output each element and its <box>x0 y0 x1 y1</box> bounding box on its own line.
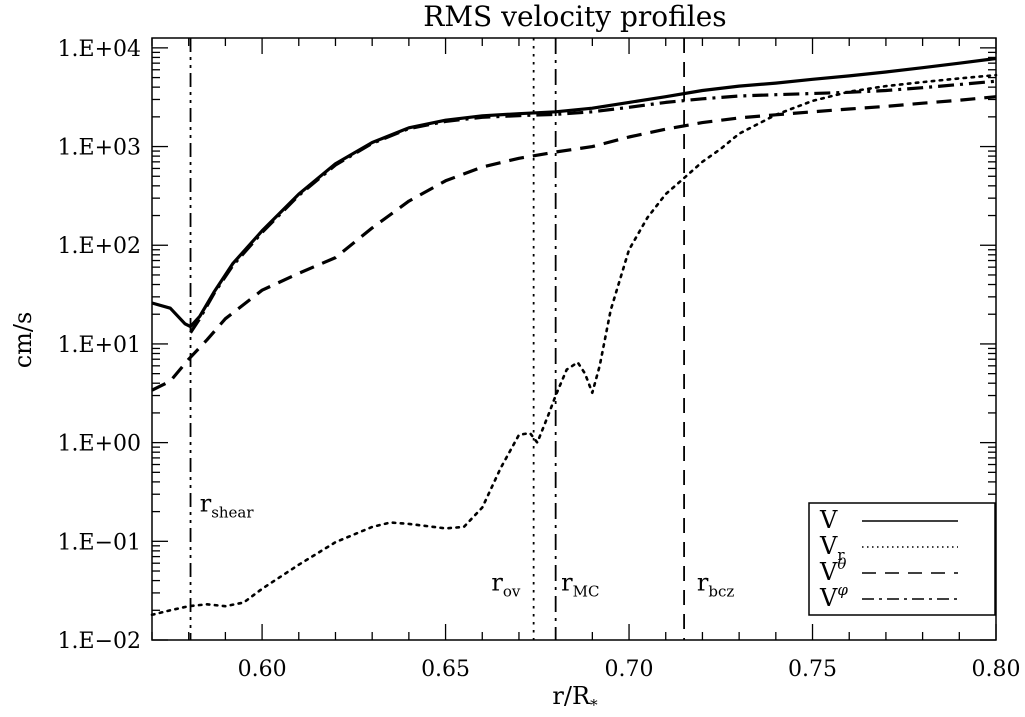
y-tick-label: 1.E+01 <box>58 333 141 358</box>
series-line-4 <box>189 79 997 334</box>
y-tick-label: 1.E+04 <box>58 37 141 62</box>
series-line-2 <box>150 73 998 617</box>
legend-label-1: V <box>819 506 838 534</box>
y-axis-label-text: cm/s <box>9 312 37 369</box>
legend-label-3: Vθ <box>819 555 846 586</box>
plot-frame <box>151 37 997 641</box>
ref-label-bcz: rbcz <box>697 569 734 601</box>
series-line-1 <box>151 56 997 329</box>
x-tick-label: 0.60 <box>238 657 287 682</box>
x-tick-label: 0.75 <box>788 657 837 682</box>
y-tick-label: 1.E−01 <box>58 530 141 555</box>
y-tick-label: 1.E+02 <box>58 234 141 259</box>
x-tick-label: 0.80 <box>972 657 1021 682</box>
ref-label-shear: rshear <box>200 490 255 522</box>
legend-label-4: Vφ <box>819 581 848 612</box>
ref-label-ov: rov <box>491 569 521 601</box>
y-tick-label: 1.E−02 <box>58 629 141 654</box>
y-tick-label: 1.E+03 <box>58 136 141 161</box>
x-axis-label-sub: * <box>590 696 598 714</box>
series-layer <box>150 56 998 617</box>
y-axis-ticks: 1.E−02 1.E−01 1.E+00 1.E+01 1.E+02 1.E+03 1.E+… <box>58 37 996 654</box>
y-axis-label: cm/s <box>9 312 37 369</box>
series-line-3 <box>151 95 997 392</box>
reference-lines: rshear rov rMC rbcz <box>189 38 734 640</box>
x-axis-label: r/R* <box>552 682 598 714</box>
chart-title: RMS velocity profiles <box>423 0 726 33</box>
x-tick-label: 0.65 <box>421 657 470 682</box>
y-tick-label: 1.E+00 <box>58 432 141 457</box>
x-axis-label-main: r/R <box>552 682 591 710</box>
x-tick-label: 0.70 <box>605 657 654 682</box>
legend-label-2: Vr <box>819 532 845 564</box>
x-axis-ticks: 0.60 0.65 0.70 0.75 0.80 <box>151 38 1021 682</box>
ref-label-mc: rMC <box>561 569 599 601</box>
